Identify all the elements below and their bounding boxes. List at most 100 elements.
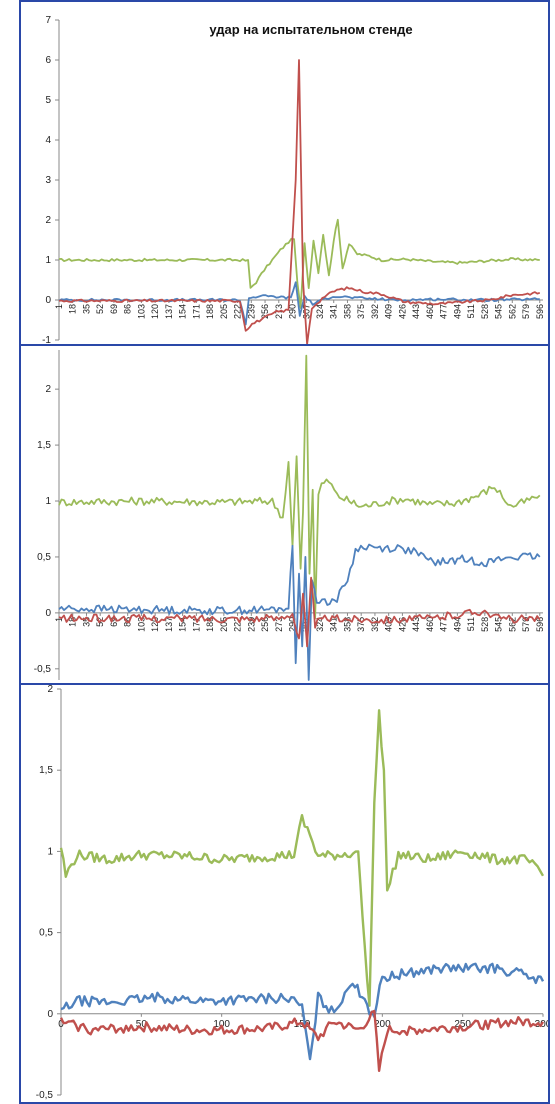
- x-tick-label: 409: [384, 617, 394, 632]
- x-tick-label: 375: [356, 304, 366, 319]
- x-tick-label: 1: [54, 617, 64, 622]
- y-tick-label: 2: [45, 215, 51, 226]
- x-tick-label: 596: [535, 304, 545, 319]
- y-tick-label: 0: [45, 608, 51, 619]
- x-tick-label: 375: [356, 617, 366, 632]
- x-tick-label: 35: [81, 304, 91, 314]
- x-tick-label: 443: [411, 617, 421, 632]
- series-line: [58, 59, 541, 344]
- x-tick-label: 200: [374, 1019, 391, 1030]
- y-tick-label: 1,5: [37, 440, 51, 451]
- x-tick-label: 358: [342, 304, 352, 319]
- x-tick-label: 103: [136, 617, 146, 632]
- y-tick-label: 0,5: [39, 928, 53, 939]
- x-tick-label: 137: [164, 304, 174, 319]
- y-tick-label: -0,5: [34, 664, 52, 675]
- y-tick-label: 2: [45, 384, 51, 395]
- x-tick-label: 290: [288, 304, 298, 319]
- x-tick-label: 137: [164, 617, 174, 632]
- chart-title: удар на испытательном стенде: [209, 22, 412, 37]
- x-tick-label: 188: [205, 617, 215, 632]
- x-tick-label: 460: [425, 304, 435, 319]
- chart-panel-2: -0,5 0 0,5 1 1,5 2 1 18 35 52 69 86 103 120 137 154 171 1…: [19, 344, 550, 685]
- x-tick-label: 100: [213, 1019, 230, 1030]
- x-tick-label: 290: [288, 617, 298, 632]
- x-tick-label: 273: [274, 617, 284, 632]
- x-tick-label: 205: [219, 304, 229, 319]
- x-tick-label: 545: [494, 304, 504, 319]
- x-tick-label: 222: [233, 617, 243, 632]
- x-tick-label: 426: [397, 304, 407, 319]
- series-line: [58, 354, 541, 620]
- x-tick-label: 528: [480, 304, 490, 319]
- x-tick-label: 0: [58, 1019, 64, 1030]
- chart-panel-1: удар на испытательном стенде -1 0 1 2 3 4 5 6 7 1 1…: [19, 0, 550, 346]
- x-tick-label: 477: [439, 617, 449, 632]
- x-tick-label: 222: [233, 304, 243, 319]
- x-tick-label: 171: [191, 617, 201, 632]
- x-tick-label: 50: [136, 1019, 148, 1030]
- x-tick-label: 205: [219, 617, 229, 632]
- chart-2: -0,500,511,521 18 35 52 69 86 103 120 137 154 171 1…: [34, 350, 545, 681]
- x-tick-label: 358: [342, 617, 352, 632]
- x-tick-label: 409: [384, 304, 394, 319]
- chart-panel-3: -0,500,511,52050100150200250300: [19, 683, 550, 1104]
- y-tick-label: 0: [47, 1009, 53, 1020]
- y-tick-label: 4: [45, 135, 51, 146]
- series-line: [59, 709, 545, 1007]
- x-tick-label: 18: [68, 304, 78, 314]
- x-tick-label: 494: [452, 304, 462, 319]
- x-tick-label: 86: [123, 304, 133, 314]
- y-tick-label: 1: [45, 496, 51, 507]
- series-line: [58, 543, 541, 681]
- x-tick-label: 562: [507, 304, 517, 319]
- x-tick-label: 69: [109, 304, 119, 314]
- x-tick-label: 120: [150, 617, 160, 632]
- x-tick-label: 341: [329, 304, 339, 319]
- y-tick-label: 1: [47, 846, 53, 857]
- y-tick-label: -1: [42, 335, 51, 344]
- x-tick-label: 324: [315, 304, 325, 319]
- y-tick-label: 0,5: [37, 552, 51, 563]
- y-tick-label: 5: [45, 95, 51, 106]
- series-line: [60, 962, 545, 1061]
- x-tick-label: 545: [494, 617, 504, 632]
- x-tick-label: 511: [466, 617, 476, 631]
- y-tick-label: 1: [45, 255, 51, 266]
- series-line: [59, 1009, 545, 1072]
- x-tick-label: 1: [54, 304, 64, 309]
- x-tick-label: 460: [425, 617, 435, 632]
- x-tick-label: 120: [150, 304, 160, 319]
- y-tick-label: 6: [45, 55, 51, 66]
- x-tick-label: 562: [507, 617, 517, 632]
- x-tick-label: 528: [480, 617, 490, 632]
- x-tick-label: 250: [454, 1019, 471, 1030]
- y-tick-label: 1,5: [39, 765, 53, 776]
- x-tick-label: 579: [521, 617, 531, 632]
- x-tick-label: 35: [81, 617, 91, 627]
- x-tick-label: 511: [466, 304, 476, 318]
- x-tick-label: 443: [411, 304, 421, 319]
- x-tick-label: 154: [178, 617, 188, 632]
- x-tick-label: 307: [301, 304, 311, 319]
- x-tick-label: 256: [260, 617, 270, 632]
- chart-3: -0,500,511,52050100150200250300: [36, 685, 548, 1101]
- x-tick-label: 188: [205, 304, 215, 319]
- x-tick-label: 69: [109, 617, 119, 627]
- x-tick-label: 494: [452, 617, 462, 632]
- x-tick-label: 171: [191, 304, 201, 319]
- x-tick-label: 596: [535, 617, 545, 632]
- x-tick-label: 239: [246, 304, 256, 319]
- y-tick-label: -0,5: [36, 1090, 54, 1101]
- x-tick-label: 579: [521, 304, 531, 319]
- series-line: [58, 576, 541, 648]
- x-tick-label: 52: [95, 304, 105, 314]
- series-line: [58, 218, 540, 309]
- y-tick-label: 3: [45, 175, 51, 186]
- x-tick-label: 154: [178, 304, 188, 319]
- x-tick-label: 256: [260, 304, 270, 319]
- x-tick-label: 341: [329, 617, 339, 632]
- y-tick-label: 0: [45, 295, 51, 306]
- x-tick-label: 18: [68, 617, 78, 627]
